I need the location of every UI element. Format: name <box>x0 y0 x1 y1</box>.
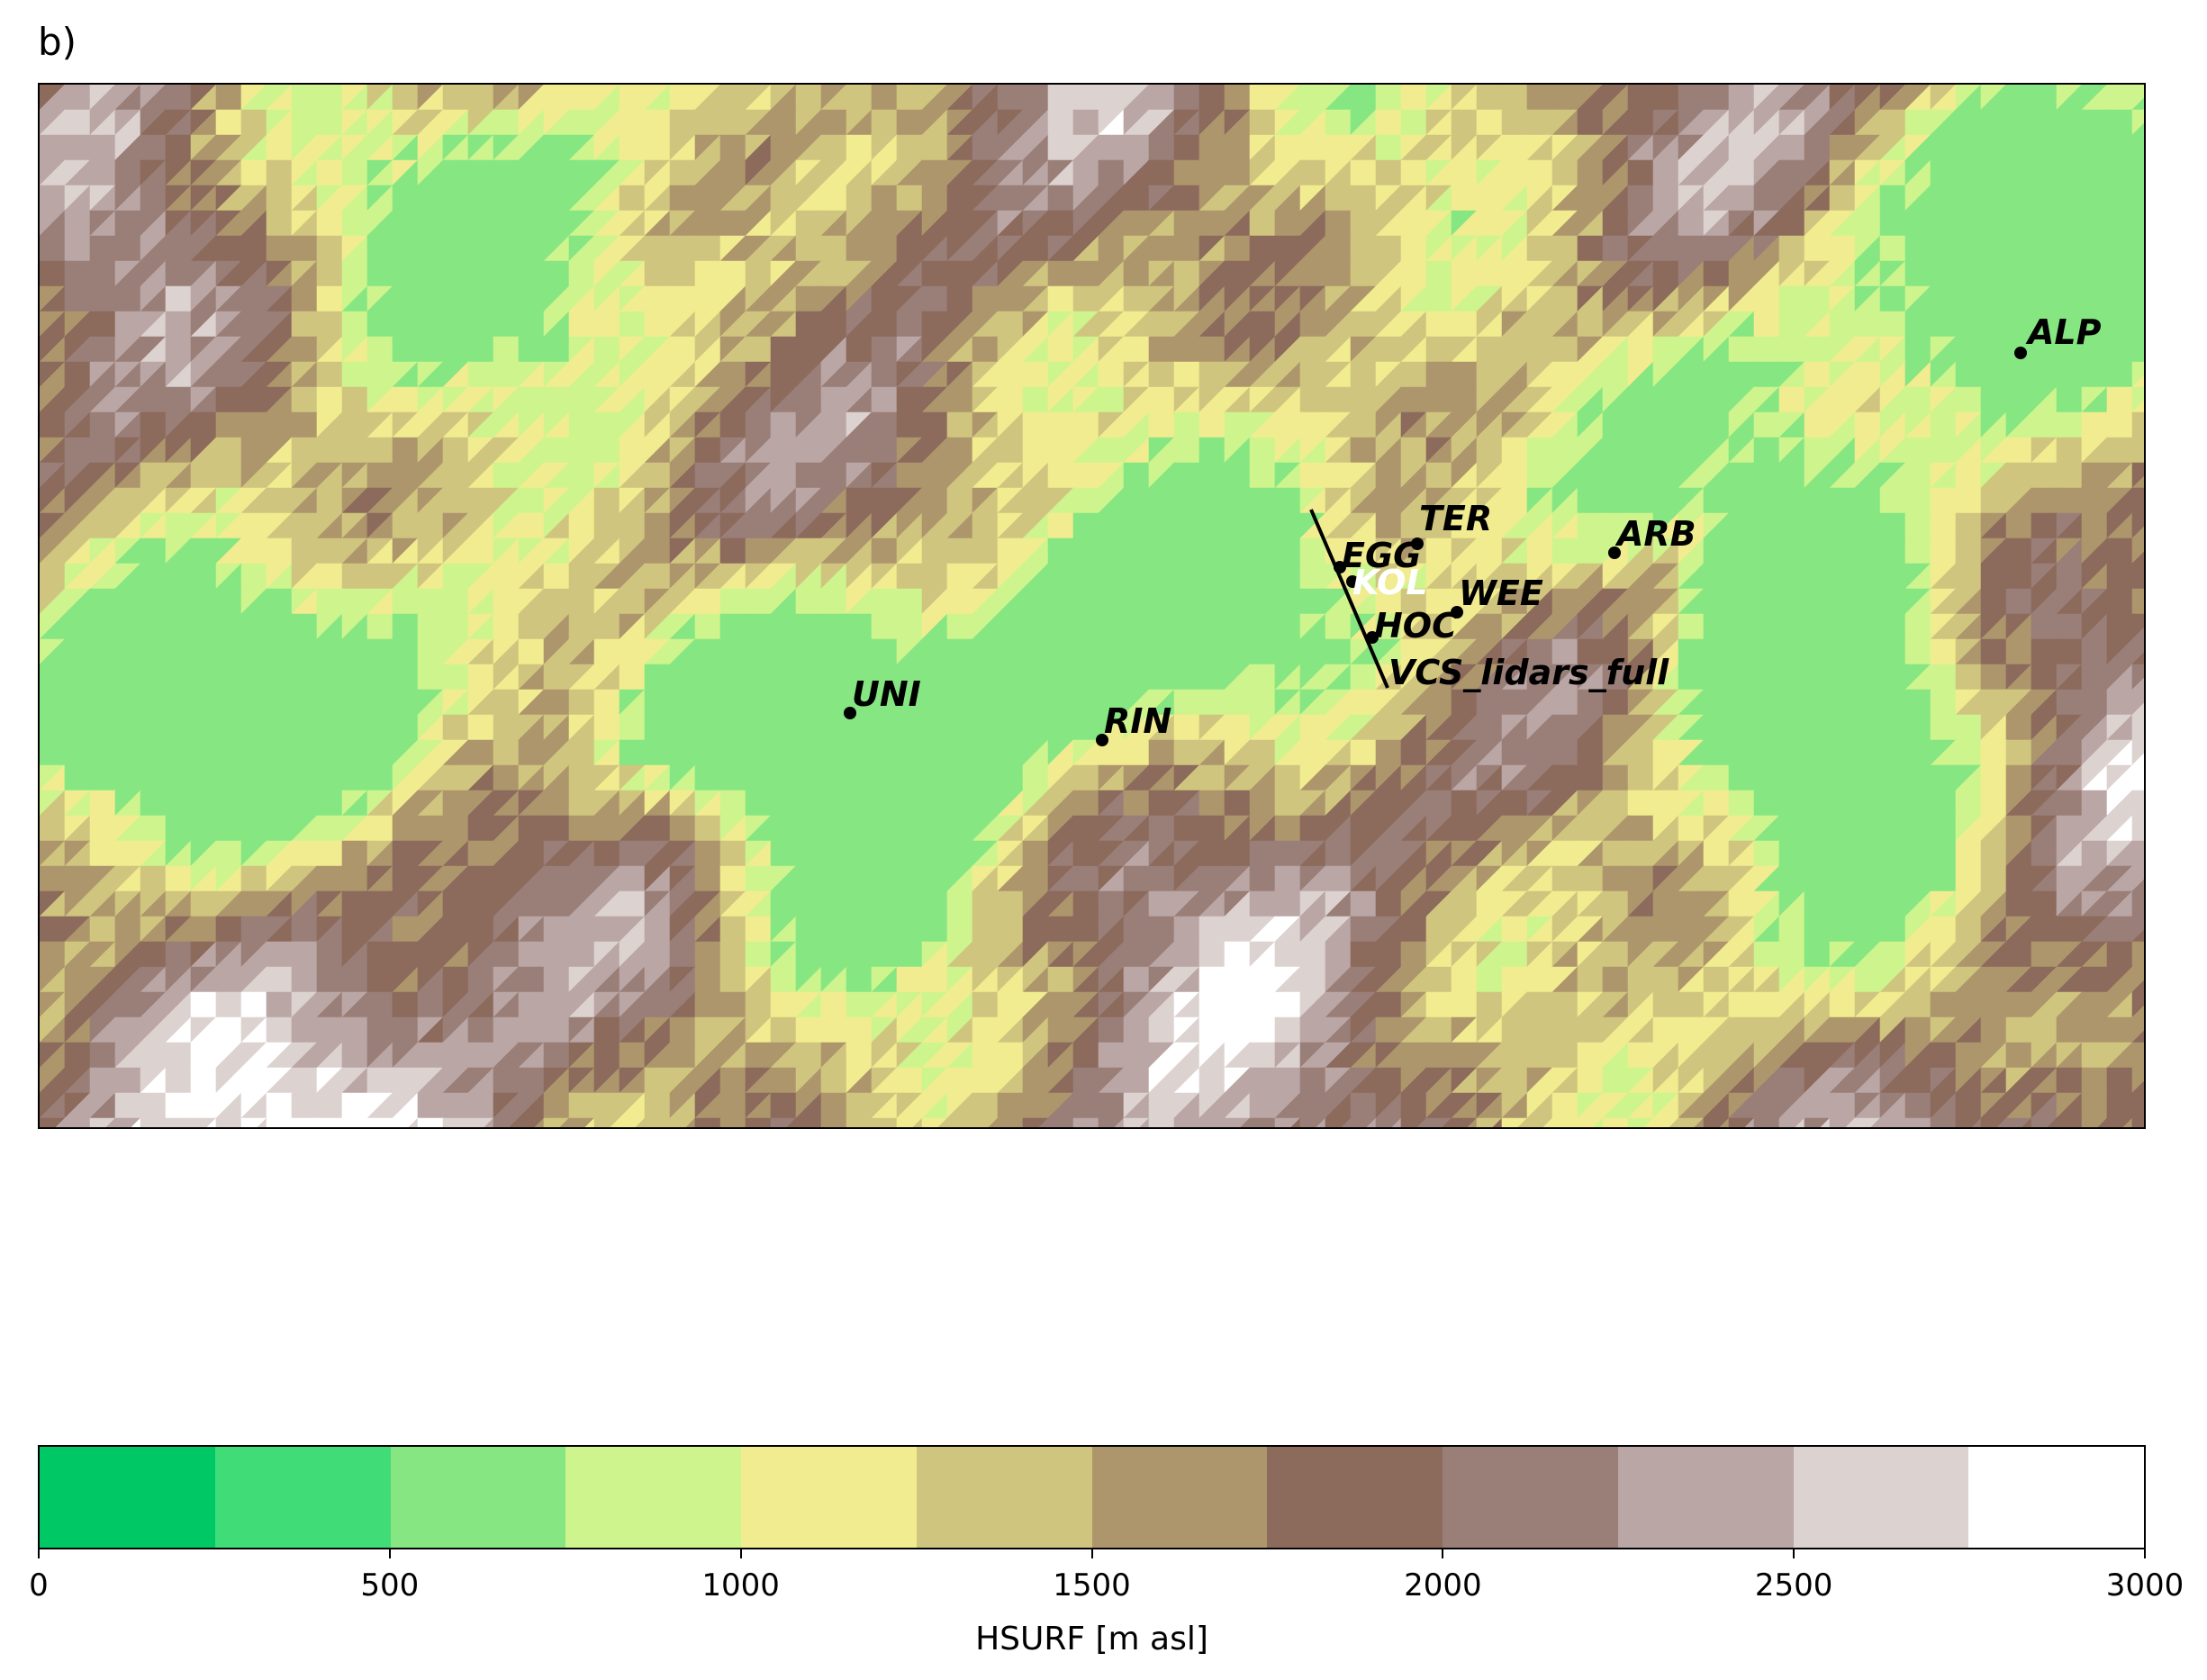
colorbar-tick <box>1090 1548 1093 1558</box>
station-marker-egg <box>1334 561 1346 574</box>
colorbar-ticks: 0 500 1000 1500 2000 2500 3000 <box>29 1548 2184 1603</box>
colorbar-segment <box>1793 1447 1969 1548</box>
colorbar-segment <box>565 1447 741 1548</box>
station-label-uni: UNI <box>852 674 921 714</box>
colorbar-tick <box>2144 1548 2146 1558</box>
colorbar-segment <box>40 1447 215 1548</box>
colorbar-segment <box>1091 1447 1268 1548</box>
colorbar-segment <box>1617 1447 1794 1548</box>
station-label-rin: RIN <box>1104 701 1171 741</box>
station-label-egg: EGG <box>1342 536 1421 575</box>
station-marker-rin <box>1096 734 1108 746</box>
colorbar-segment <box>390 1447 566 1548</box>
colorbar-tick <box>38 1548 40 1558</box>
colorbar-segment <box>741 1447 917 1548</box>
station-marker-arb <box>1608 546 1621 559</box>
station-marker-wee <box>1451 606 1463 619</box>
terrain-layer <box>40 85 2144 1127</box>
station-label-arb: ARB <box>1615 514 1696 554</box>
terrain-map: ALP TER EGG KOL ARB WEE HOC UNI RIN VCS_lidars_fu… <box>38 83 2146 1129</box>
colorbar-tick <box>1442 1548 1444 1558</box>
cross-section-line <box>1309 509 1389 689</box>
cross-section-label: VCS_lidars_full <box>1388 653 1669 692</box>
colorbar-segment <box>916 1447 1092 1548</box>
station-marker-ter <box>1411 537 1424 550</box>
colorbar-tick-label: 2000 <box>1404 1567 1482 1603</box>
colorbar-tick <box>1793 1548 1795 1558</box>
colorbar-tick-label: 500 <box>360 1567 420 1603</box>
station-marker-kol <box>1346 575 1359 588</box>
colorbar-tick-label: 1500 <box>1053 1567 1131 1603</box>
colorbar-segment <box>1443 1447 1618 1548</box>
station-label-wee: WEE <box>1459 574 1543 613</box>
colorbar-segment <box>1267 1447 1443 1548</box>
colorbar-tick-label: 0 <box>29 1567 49 1603</box>
colorbar-segment <box>214 1447 391 1548</box>
panel-label: b) <box>38 20 77 64</box>
colorbar-tick-label: 2500 <box>1754 1567 1833 1603</box>
station-label-hoc: HOC <box>1374 606 1457 646</box>
colorbar-tick-label: 1000 <box>701 1567 780 1603</box>
station-label-ter: TER <box>1419 499 1492 538</box>
colorbar-segment <box>1968 1447 2144 1548</box>
colorbar-title: HSURF [m asl] <box>975 1621 1208 1657</box>
station-marker-uni <box>844 707 856 719</box>
colorbar-tick-label: 3000 <box>2105 1567 2184 1603</box>
station-label-alp: ALP <box>2025 312 2102 352</box>
station-label-kol: KOL <box>1352 563 1428 602</box>
colorbar-tick <box>388 1548 391 1558</box>
colorbar-tick <box>739 1548 742 1558</box>
station-marker-hoc <box>1366 631 1379 644</box>
colorbar <box>38 1445 2146 1549</box>
station-marker-alp <box>2014 347 2027 359</box>
